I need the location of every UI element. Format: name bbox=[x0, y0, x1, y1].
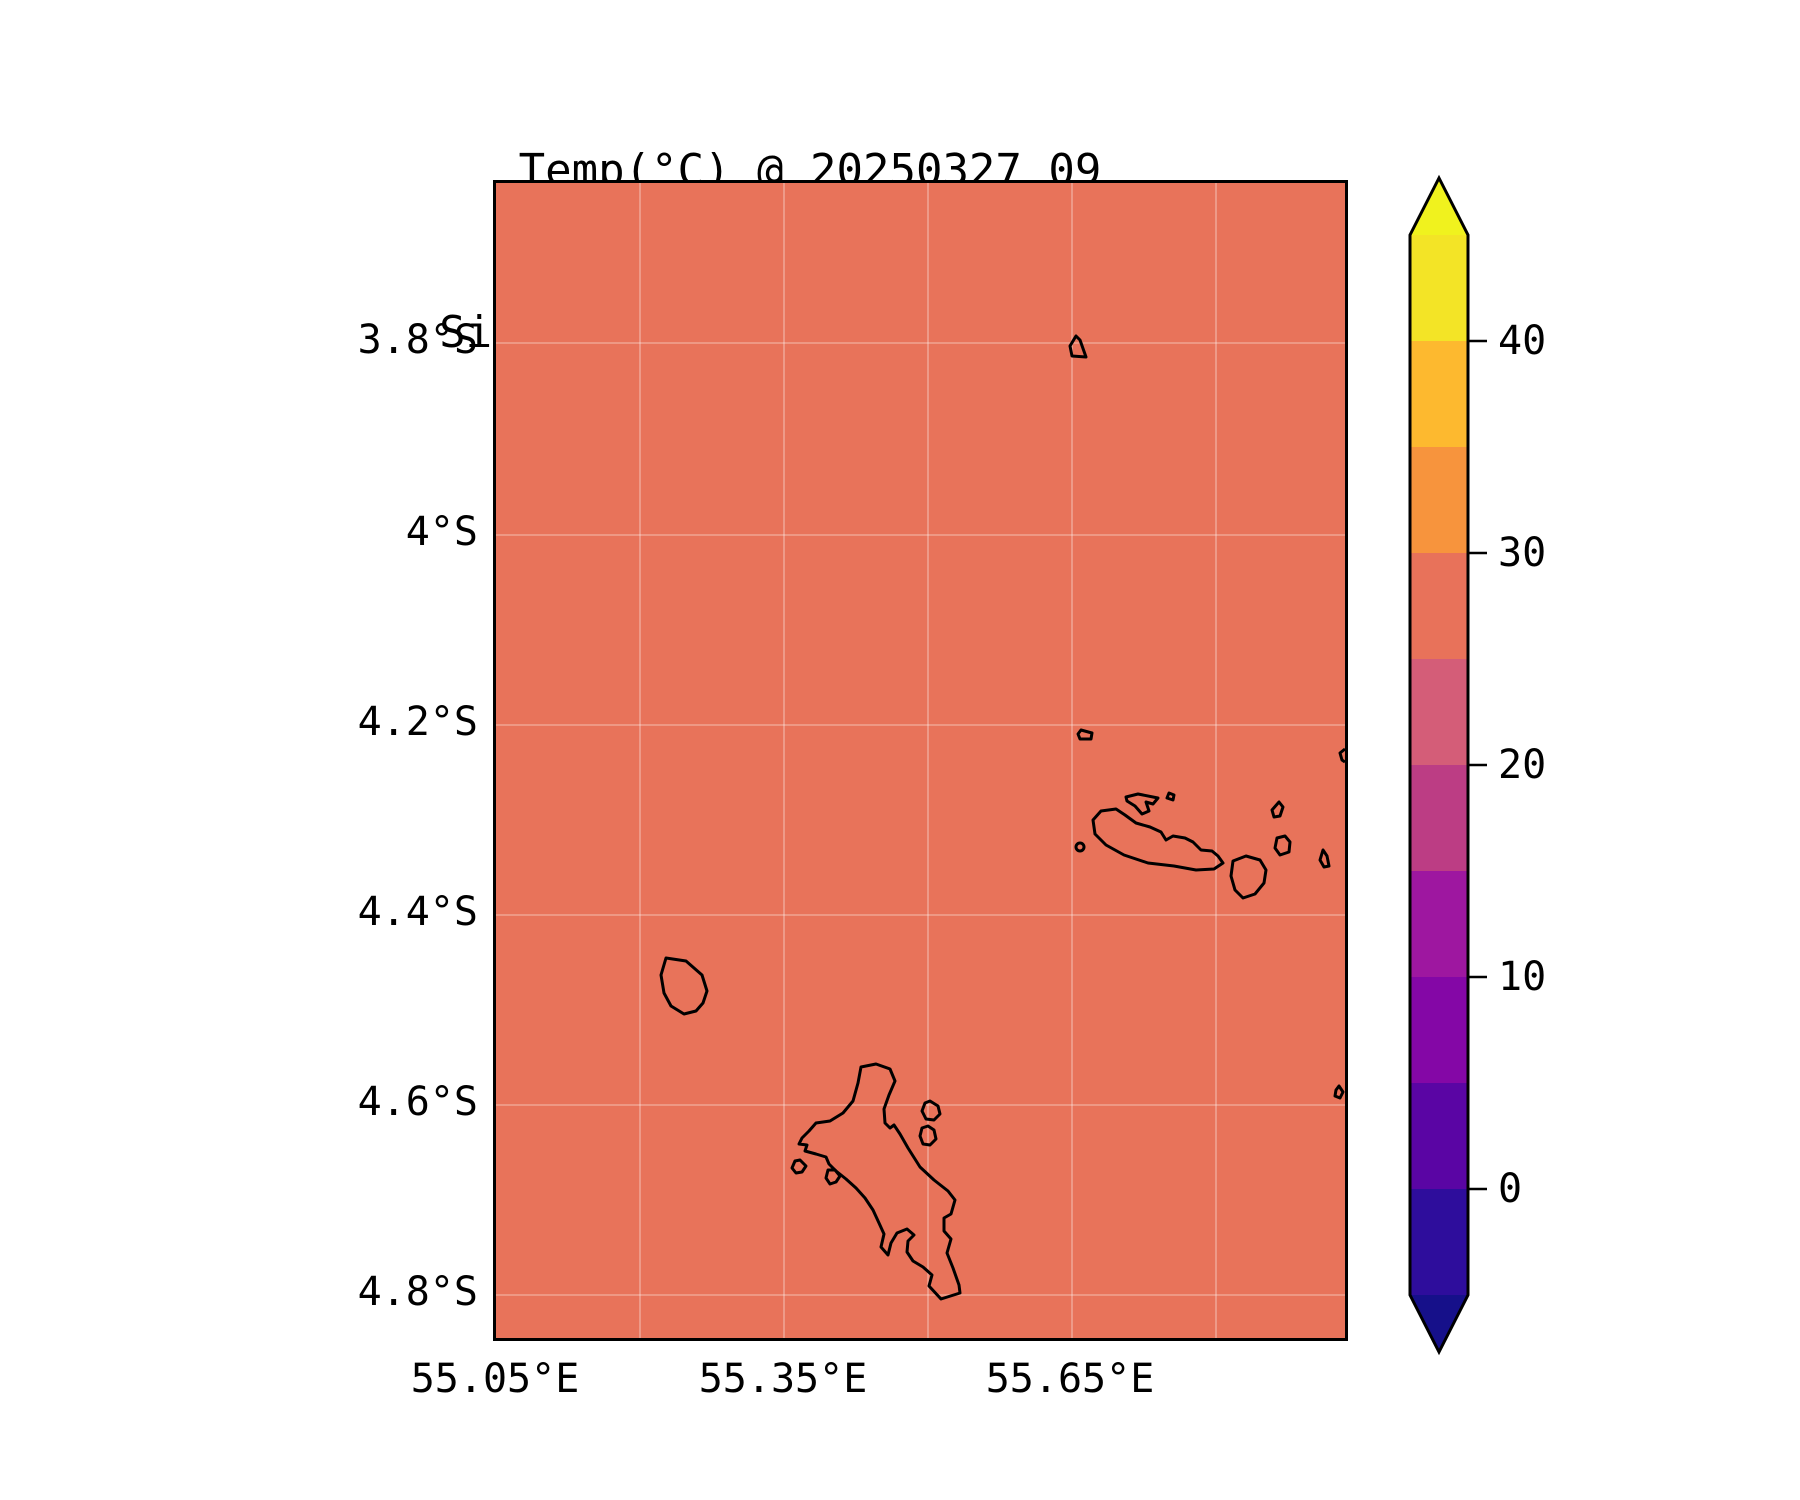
map-plot-area bbox=[493, 180, 1348, 1341]
colorbar-tick-label-0: 0 bbox=[1498, 1166, 1523, 1212]
map-layers bbox=[496, 183, 1345, 1338]
island-outline-fregate bbox=[1333, 1084, 1345, 1100]
island-outline-tiny-round bbox=[1074, 841, 1086, 853]
island-outline-islet-ne-3 bbox=[1318, 848, 1331, 869]
island-outline-edge-islet bbox=[1338, 747, 1345, 764]
island-outline-islet-ne-2 bbox=[1273, 834, 1292, 857]
colorbar-segment bbox=[1410, 553, 1468, 659]
island-outline-silhouette bbox=[659, 956, 709, 1016]
colorbar-arrow-bottom bbox=[1410, 1295, 1468, 1352]
colorbar-segment bbox=[1410, 765, 1468, 871]
ytick-label-4p6s: 4.6°S bbox=[357, 1079, 478, 1125]
island-outline-la-digue bbox=[1229, 854, 1268, 900]
colorbar-ticks bbox=[1468, 339, 1487, 1191]
island-outline-north-tiny bbox=[1068, 334, 1088, 359]
ytick-label-3p8s: 3.8°S bbox=[357, 317, 478, 363]
colorbar-segment bbox=[1410, 1189, 1468, 1295]
colorbar-tick-label-20: 20 bbox=[1498, 742, 1547, 788]
ytick-label-4p2s: 4.2°S bbox=[357, 699, 478, 745]
colorbar-tick-label-40: 40 bbox=[1498, 318, 1547, 364]
colorbar-segment bbox=[1410, 1083, 1468, 1189]
island-outline-islet-ne-1 bbox=[1270, 800, 1285, 819]
xtick-label-55p65e: 55.65°E bbox=[985, 1356, 1155, 1402]
colorbar-arrow-top bbox=[1410, 178, 1468, 235]
colorbar-segment bbox=[1410, 871, 1468, 977]
island-outline-tiny-ne-dash bbox=[1165, 791, 1176, 802]
colorbar-segment bbox=[1410, 235, 1468, 341]
island-outline-flag-islet bbox=[1124, 792, 1160, 816]
colorbar-tick-label-30: 30 bbox=[1498, 530, 1547, 576]
island-outline-ste-anne bbox=[920, 1099, 942, 1122]
colorbar-segment bbox=[1410, 341, 1468, 447]
coastlines bbox=[659, 334, 1345, 1301]
island-outline-west-islet-1 bbox=[790, 1158, 808, 1175]
ytick-label-4p4s: 4.4°S bbox=[357, 889, 478, 935]
xtick-label-55p35e: 55.35°E bbox=[698, 1356, 868, 1402]
island-outline-praslin bbox=[1091, 807, 1225, 872]
xtick-label-55p05e: 55.05°E bbox=[410, 1356, 580, 1402]
colorbar-segment bbox=[1410, 447, 1468, 553]
colorbar-segment bbox=[1410, 977, 1468, 1083]
ytick-label-4p8s: 4.8°S bbox=[357, 1269, 478, 1315]
colorbar bbox=[1408, 174, 1487, 1356]
colorbar-segment bbox=[1410, 659, 1468, 765]
colorbar-outline bbox=[1408, 174, 1470, 1356]
ytick-label-4s: 4°S bbox=[405, 509, 478, 555]
island-outline-cerf bbox=[918, 1124, 938, 1147]
island-outline-mahe bbox=[797, 1062, 962, 1301]
colorbar-tick-label-10: 10 bbox=[1498, 954, 1547, 1000]
island-outline-west-islet-2 bbox=[824, 1168, 842, 1186]
graticule-gridlines bbox=[496, 183, 1345, 1338]
island-outline-dash-islet bbox=[1076, 728, 1094, 741]
